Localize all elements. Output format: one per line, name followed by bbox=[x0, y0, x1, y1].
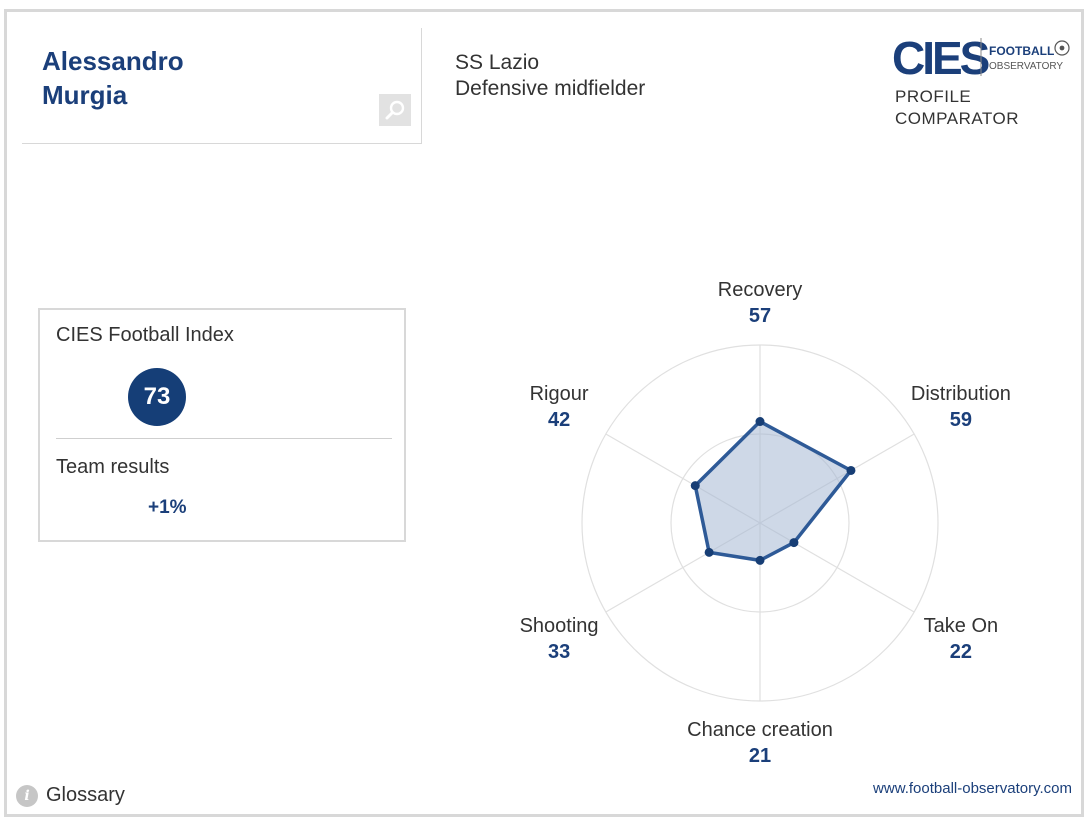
search-button[interactable] bbox=[379, 94, 411, 126]
radar-axis-name: Rigour bbox=[529, 383, 589, 405]
radar-data-area bbox=[693, 419, 853, 563]
radar-axis-name: Take On bbox=[923, 615, 999, 637]
logo-subtitle-line1: PROFILE bbox=[895, 87, 972, 106]
website-link[interactable]: www.football-observatory.com bbox=[873, 780, 1072, 797]
glossary-label: Glossary bbox=[46, 784, 125, 806]
logo-football: FOOTBALL bbox=[989, 44, 1054, 58]
club-info: SS Lazio Defensive midfielder bbox=[455, 50, 645, 102]
player-position: Defensive midfielder bbox=[455, 77, 646, 100]
radar-data-point bbox=[704, 547, 714, 557]
radar-axis-value: 22 bbox=[949, 641, 973, 663]
radar-axis-value: 59 bbox=[949, 409, 973, 431]
radar-axis-name: Recovery bbox=[717, 279, 803, 301]
radar-axis-name: Chance creation bbox=[687, 719, 833, 741]
logo-subtitle: PROFILE COMPARATOR bbox=[895, 86, 1019, 130]
cies-logo: CIES FOOTBALL OBSERVATORY bbox=[892, 30, 1082, 130]
info-icon: i bbox=[16, 784, 38, 807]
radar-axis-label: Recovery 57 bbox=[660, 277, 860, 329]
radar-data-point bbox=[690, 481, 700, 491]
radar-axis-value: 21 bbox=[748, 745, 772, 767]
ball-icon bbox=[1054, 40, 1070, 56]
radar-data-point bbox=[755, 417, 765, 427]
search-icon bbox=[385, 100, 405, 120]
radar-axis-label: Chance creation 21 bbox=[660, 717, 860, 769]
glossary-link[interactable]: i Glossary bbox=[16, 784, 125, 807]
player-first-name: Alessandro bbox=[42, 46, 184, 76]
team-results-label: Team results bbox=[56, 456, 170, 478]
logo-brand: CIES bbox=[892, 32, 989, 84]
team-results-value: +1% bbox=[148, 497, 187, 518]
profile-card bbox=[4, 9, 1084, 817]
index-value-badge: 73 bbox=[128, 368, 186, 426]
logo-subtitle-line2: COMPARATOR bbox=[895, 109, 1020, 128]
radar-axis-label: Distribution 59 bbox=[861, 381, 1061, 433]
index-label: CIES Football Index bbox=[56, 324, 234, 346]
index-divider bbox=[56, 438, 392, 439]
logo-observatory: OBSERVATORY bbox=[989, 61, 1063, 72]
player-name: Alessandro Murgia bbox=[42, 44, 184, 112]
radar-axis-value: 57 bbox=[748, 305, 772, 327]
index-card: CIES Football Index 73 Team results +1% bbox=[38, 308, 406, 542]
radar-axis-value: 42 bbox=[547, 409, 571, 431]
player-last-name: Murgia bbox=[42, 80, 128, 110]
radar-data-point bbox=[755, 555, 765, 565]
radar-axis-label: Shooting 33 bbox=[459, 613, 659, 665]
player-header: Alessandro Murgia bbox=[22, 28, 422, 144]
radar-axis-label: Rigour 42 bbox=[459, 381, 659, 433]
radar-axis-value: 33 bbox=[547, 641, 571, 663]
radar-data-point bbox=[789, 538, 799, 548]
radar-axis-name: Shooting bbox=[519, 615, 599, 637]
radar-axis-name: Distribution bbox=[910, 383, 1011, 405]
radar-data-point bbox=[846, 465, 856, 475]
club-name: SS Lazio bbox=[455, 51, 540, 74]
radar-axis-label: Take On 22 bbox=[861, 613, 1061, 665]
